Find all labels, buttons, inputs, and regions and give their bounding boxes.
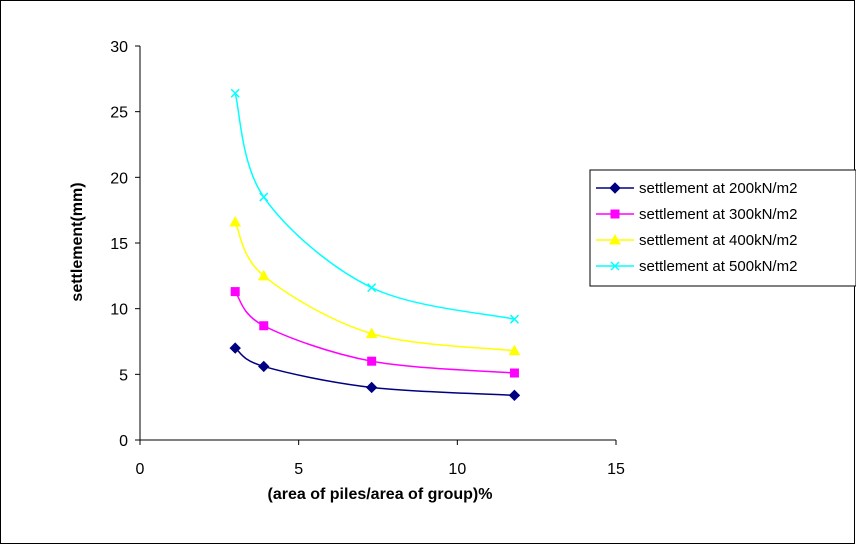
legend-label: settlement at 400kN/m2 (639, 232, 797, 249)
legend: settlement at 200kN/m2 settlement at 300k… (589, 169, 856, 287)
series-line (234, 93, 515, 320)
data-point (259, 321, 269, 331)
ticks: 0 5 10 15 20 25 30 0 5 10 15 (110, 39, 625, 478)
x-tick-label: 0 (136, 461, 145, 478)
y-tick-label: 5 (119, 367, 128, 384)
series (229, 88, 521, 402)
series-4 (230, 88, 519, 324)
series-line (234, 347, 515, 397)
legend-item: settlement at 300kN/m2 (596, 206, 797, 223)
y-axis-title: settlement(mm) (69, 182, 86, 301)
data-point (508, 344, 521, 356)
legend-label: settlement at 500kN/m2 (639, 258, 797, 275)
data-point (365, 381, 378, 394)
data-point (229, 342, 241, 354)
data-point (230, 287, 240, 297)
x-tick-label: 15 (607, 461, 625, 478)
y-tick-label: 30 (110, 39, 128, 56)
legend-marker (609, 182, 621, 194)
y-tick-label: 15 (110, 236, 128, 253)
legend-marker (610, 261, 620, 271)
data-point (508, 389, 521, 402)
x-tick-label: 10 (448, 461, 466, 478)
y-tick-label: 0 (119, 433, 128, 450)
series-2 (230, 287, 519, 378)
axes (139, 46, 616, 441)
y-tick-label: 10 (110, 302, 128, 319)
legend-item: settlement at 400kN/m2 (596, 232, 797, 249)
series-line (234, 291, 515, 374)
data-point (367, 356, 377, 366)
legend-marker (610, 209, 620, 219)
legend-box (589, 169, 856, 287)
series-3 (229, 215, 521, 356)
x-axis-title: (area of piles/area of group)% (268, 486, 493, 503)
data-point (259, 192, 269, 202)
series-line (234, 221, 515, 352)
data-point (365, 327, 378, 339)
x-tick-label: 5 (294, 461, 303, 478)
data-point (230, 88, 240, 98)
legend-marker (609, 233, 621, 245)
data-point (509, 314, 519, 324)
y-tick-label: 25 (110, 105, 128, 122)
data-point (229, 215, 242, 227)
data-point (367, 283, 377, 293)
data-point (257, 269, 270, 281)
legend-label: settlement at 300kN/m2 (639, 206, 797, 223)
legend-item: settlement at 200kN/m2 (596, 180, 797, 197)
data-point (258, 360, 270, 373)
legend-label: settlement at 200kN/m2 (639, 180, 797, 197)
series-1 (229, 342, 521, 402)
y-tick-label: 20 (110, 170, 128, 187)
legend-item: settlement at 500kN/m2 (596, 258, 797, 275)
data-point (509, 368, 519, 378)
